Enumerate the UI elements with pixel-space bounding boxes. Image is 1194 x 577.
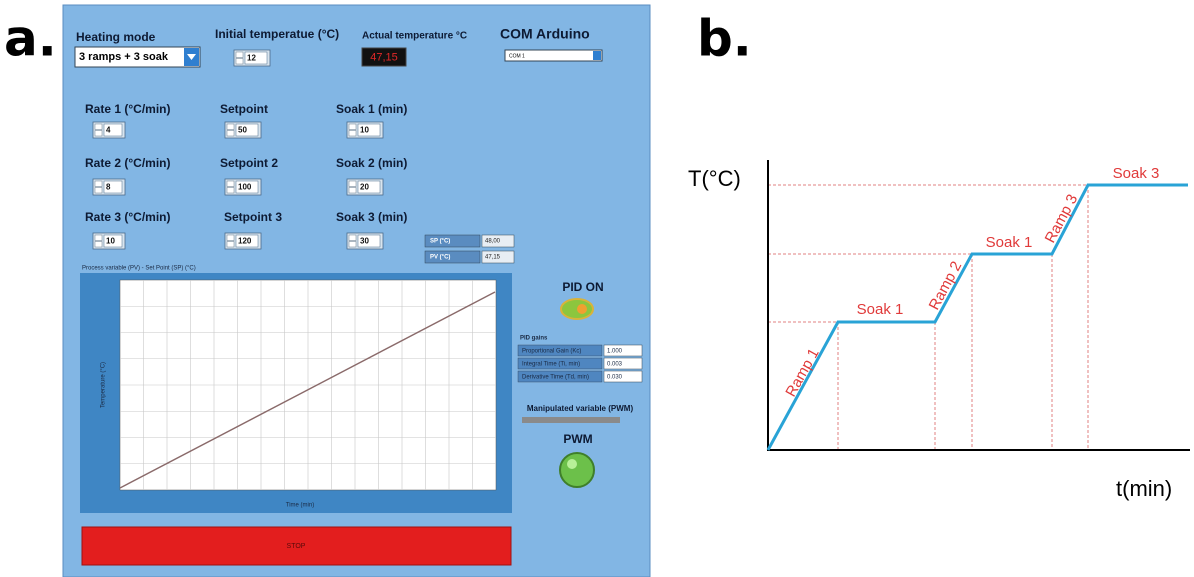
label: Actual temperature °C <box>362 31 467 42</box>
spinner-down[interactable] <box>227 131 234 137</box>
y-axis-label: T(°C) <box>688 166 741 191</box>
pwm-label: PWM <box>563 432 592 446</box>
spinner-value: 10 <box>106 237 115 246</box>
label: Soak 1 (min) <box>336 102 407 116</box>
pid-on-label: PID ON <box>562 280 603 294</box>
gain-label: Derivative Time (Td, min) <box>522 375 589 381</box>
label: Setpoint 2 <box>220 156 278 170</box>
dropdown-value: 3 ramps + 3 soak <box>79 51 169 63</box>
com-select-arrow[interactable] <box>593 51 601 60</box>
spinner-value: 50 <box>238 126 247 135</box>
spinner-up[interactable] <box>95 124 102 130</box>
pwm-bar <box>522 417 620 423</box>
label: Heating mode <box>76 30 156 44</box>
spinner-down[interactable] <box>236 59 243 65</box>
spinner-value: 8 <box>106 183 111 192</box>
spinner-up[interactable] <box>349 181 356 187</box>
label: Soak 2 (min) <box>336 156 407 170</box>
indicator-value: 48,00 <box>485 239 501 245</box>
spinner-down[interactable] <box>227 188 234 194</box>
figure: a. b. T(°C) t(min) Ramp 1 Soak 1 Ramp 2 … <box>0 0 1194 577</box>
spinner-up[interactable] <box>95 235 102 241</box>
spinner-down[interactable] <box>95 242 102 248</box>
spinner-up[interactable] <box>227 124 234 130</box>
spinner-value: 10 <box>360 126 369 135</box>
pid-gains-title: PID gains <box>520 336 548 342</box>
stop-label: STOP <box>287 543 306 550</box>
indicator-label: PV (°C) <box>430 255 450 261</box>
pid-on-led-core <box>577 304 587 314</box>
plot-x-label: Time (min) <box>286 503 314 509</box>
spinner-up[interactable] <box>227 235 234 241</box>
gain-value: 0.030 <box>607 375 623 381</box>
segment-label: Soak 1 <box>986 234 1033 251</box>
spinner-down[interactable] <box>95 188 102 194</box>
plot-title: Process variable (PV) - Set Point (SP) (… <box>82 266 196 272</box>
gain-label: Proportional Gain (Kc) <box>522 349 581 355</box>
spinner-down[interactable] <box>227 242 234 248</box>
segment-label: Soak 1 <box>857 301 904 318</box>
gain-value: 0.003 <box>607 362 623 368</box>
gain-label: Integral Time (Ti, min) <box>522 362 580 368</box>
spinner-down[interactable] <box>349 188 356 194</box>
spinner-value: 120 <box>238 237 252 246</box>
spinner-value: 12 <box>247 54 256 63</box>
spinner-up[interactable] <box>227 181 234 187</box>
spinner-up[interactable] <box>349 124 356 130</box>
label: Setpoint 3 <box>224 210 282 224</box>
panel-label: b. <box>697 10 752 68</box>
spinner-up[interactable] <box>95 181 102 187</box>
spinner-value: 100 <box>238 183 252 192</box>
temperature-display-value: 47,15 <box>370 51 398 63</box>
panel-label: a. <box>4 10 57 68</box>
label: Setpoint <box>220 102 268 116</box>
com-select-value: COM 1 <box>509 53 525 59</box>
manipulated-variable-label: Manipulated variable (PWM) <box>527 404 634 413</box>
indicator-value: 47,15 <box>485 255 501 261</box>
spinner-down[interactable] <box>349 242 356 248</box>
segment-label: Ramp 1 <box>782 346 822 400</box>
segment-label: Soak 3 <box>1113 165 1160 182</box>
profile-line <box>768 185 1188 450</box>
spinner-value: 30 <box>360 237 369 246</box>
spinner-up[interactable] <box>349 235 356 241</box>
guide-lines <box>768 185 1088 450</box>
label: Soak 3 (min) <box>336 210 407 224</box>
spinner-value: 4 <box>106 126 111 135</box>
indicator-label: SP (°C) <box>430 239 450 245</box>
label: Rate 3 (°C/min) <box>85 210 170 224</box>
pwm-led <box>560 453 594 487</box>
profile-diagram: T(°C) t(min) Ramp 1 Soak 1 Ramp 2 Soak 1… <box>688 160 1190 501</box>
label: Rate 2 (°C/min) <box>85 156 170 170</box>
spinner-down[interactable] <box>95 131 102 137</box>
pwm-led-highlight <box>567 459 577 469</box>
spinner-up[interactable] <box>236 52 243 58</box>
spinner-value: 20 <box>360 183 369 192</box>
spinner-down[interactable] <box>349 131 356 137</box>
plot-y-label: Temperature (°C) <box>101 362 107 408</box>
gain-value: 1.000 <box>607 349 623 355</box>
label: Rate 1 (°C/min) <box>85 102 170 116</box>
x-axis-label: t(min) <box>1116 476 1172 501</box>
label: COM Arduino <box>500 26 590 42</box>
label: Initial temperatue (°C) <box>215 27 339 41</box>
